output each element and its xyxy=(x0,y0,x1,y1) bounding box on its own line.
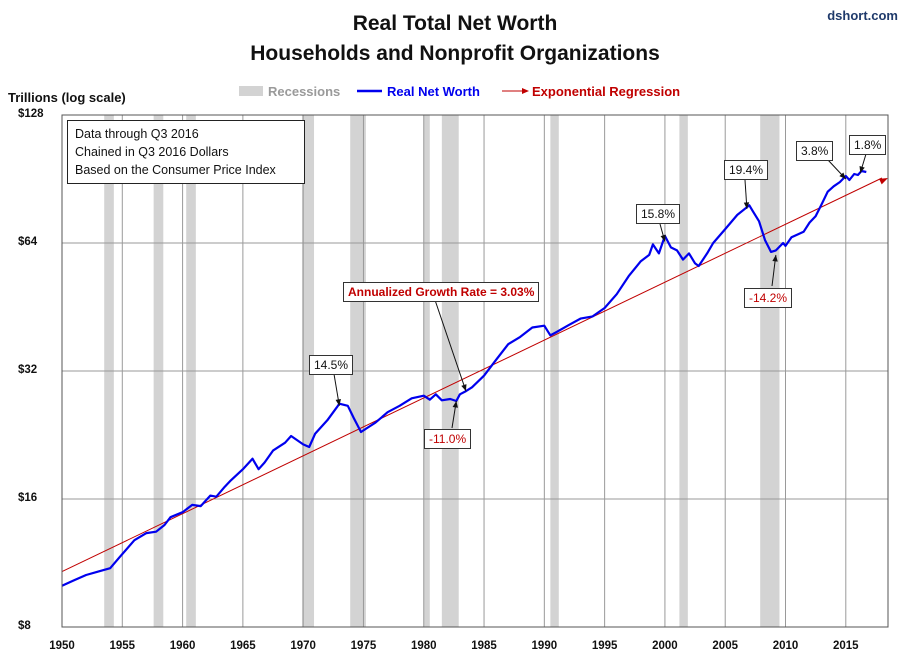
x-tick-label: 2015 xyxy=(832,640,859,652)
x-tick-label: 1980 xyxy=(410,640,437,652)
x-tick-label: 1955 xyxy=(109,640,136,652)
y-axis-label: Trillions (log scale) xyxy=(8,90,126,105)
y-tick-label: $8 xyxy=(18,620,31,632)
annotation-1973: 14.5% xyxy=(309,355,354,375)
growth-rate-label: Annualized Growth Rate = 3.03% xyxy=(343,282,540,302)
x-tick-label: 1970 xyxy=(290,640,316,652)
y-tick-label: $32 xyxy=(18,364,38,376)
legend-regression: Exponential Regression xyxy=(532,84,681,99)
annotation-2015b: 1.8% xyxy=(849,135,887,155)
x-tick-label: 1950 xyxy=(49,640,75,652)
series-line xyxy=(61,169,867,587)
annotation-arrowhead xyxy=(461,384,467,392)
y-tick-label: $64 xyxy=(18,236,38,248)
x-tick-label: 1975 xyxy=(350,640,377,652)
x-tick-label: 1960 xyxy=(169,640,196,652)
x-tick-label: 1965 xyxy=(230,640,256,652)
info-line: Chained in Q3 2016 Dollars xyxy=(75,145,229,159)
annotation-arrow-line xyxy=(434,299,467,392)
chart-title: Real Total Net Worth xyxy=(352,12,558,35)
y-tick-label: $16 xyxy=(18,492,38,504)
plot-border xyxy=(61,114,889,628)
brand-label: dshort.com xyxy=(827,8,898,23)
chart-subtitle: Households and Nonprofit Organizations xyxy=(250,42,660,65)
info-line: Based on the Consumer Price Index xyxy=(75,163,276,177)
annotation-arrows xyxy=(333,153,867,429)
annotation-arrowhead xyxy=(335,399,341,406)
annotation-arrowhead xyxy=(660,234,666,242)
x-tick-label: 2005 xyxy=(712,640,738,652)
annotation-2007: 19.4% xyxy=(724,160,769,180)
x-tick-label: 2010 xyxy=(772,640,799,652)
annotation-2009: -14.2% xyxy=(744,288,793,308)
annotation-2000: 15.8% xyxy=(636,204,681,224)
legend-series: Real Net Worth xyxy=(387,84,480,99)
x-tick-label: 1985 xyxy=(471,640,497,652)
annotation-arrowhead xyxy=(452,401,458,408)
series-line-group xyxy=(61,169,867,587)
info-line: Data through Q3 2016 xyxy=(75,127,199,141)
annotation-arrowhead xyxy=(772,254,778,262)
legend-regression-arrowhead xyxy=(522,88,529,94)
annotation-arrowhead xyxy=(743,202,750,209)
annotation-arrowhead xyxy=(859,166,865,173)
annotation-2015a: 3.8% xyxy=(796,141,834,161)
annotation-arrowhead xyxy=(839,172,846,180)
legend-recessions: Recessions xyxy=(268,84,341,99)
x-tick-label: 2000 xyxy=(652,640,678,652)
x-tick-label: 1995 xyxy=(591,640,618,652)
annotation-1982: -11.0% xyxy=(424,429,472,449)
x-tick-label: 1990 xyxy=(531,640,558,652)
info-box: Data through Q3 2016 Chained in Q3 2016 … xyxy=(67,120,305,184)
regression-arrowhead xyxy=(879,178,888,185)
legend-recession-swatch xyxy=(239,86,263,96)
y-tick-label: $128 xyxy=(18,108,44,120)
